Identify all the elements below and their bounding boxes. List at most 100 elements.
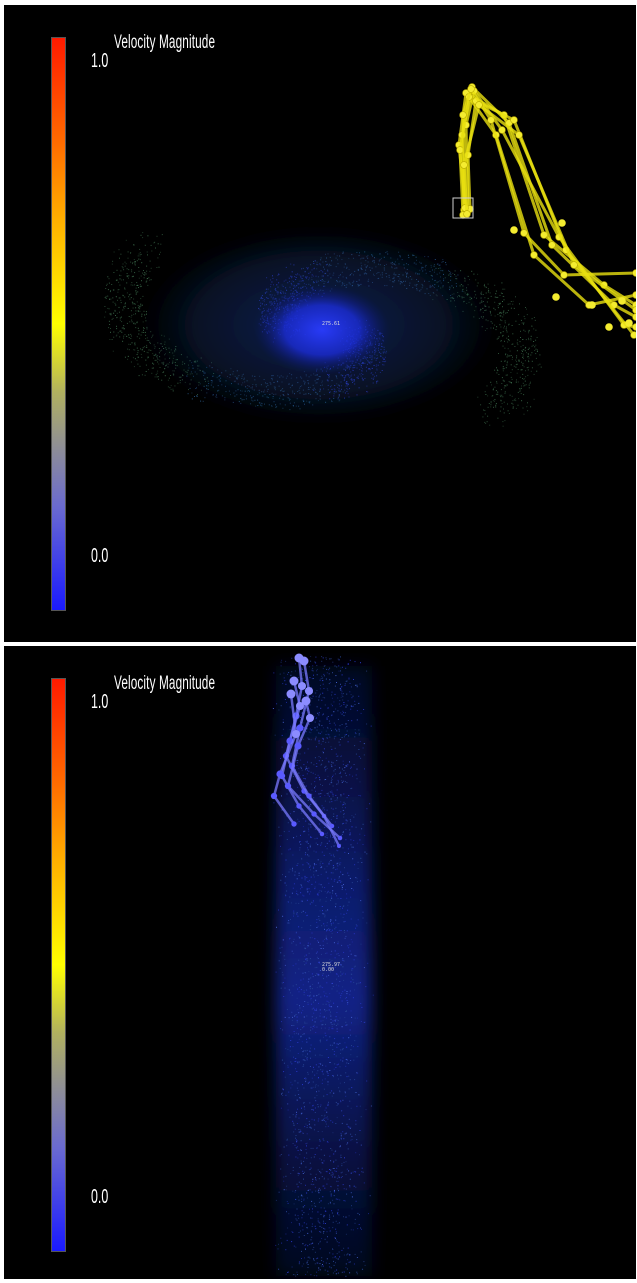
column-particle-scene[interactable] xyxy=(4,646,636,1279)
particle xyxy=(325,897,327,898)
particle xyxy=(302,722,304,724)
particle xyxy=(306,958,308,960)
probe-selection-box[interactable] xyxy=(452,197,474,219)
particle xyxy=(303,782,305,784)
particle xyxy=(487,395,489,397)
particle xyxy=(109,339,111,340)
particle xyxy=(132,302,134,304)
particle xyxy=(524,350,526,352)
particle xyxy=(320,845,322,846)
particle xyxy=(335,1198,337,1200)
particle xyxy=(308,738,310,740)
particle xyxy=(533,317,535,318)
particle xyxy=(307,748,309,750)
particle xyxy=(287,1271,289,1273)
particle xyxy=(134,303,136,305)
particle xyxy=(309,988,311,990)
particle xyxy=(308,1169,310,1171)
particle xyxy=(308,828,310,830)
particle xyxy=(327,832,328,834)
particle xyxy=(135,307,137,309)
particle xyxy=(319,1039,321,1041)
particle xyxy=(337,923,339,925)
particle xyxy=(343,1216,344,1218)
particle xyxy=(310,836,311,838)
particle xyxy=(358,749,360,750)
particle xyxy=(522,378,524,380)
particle xyxy=(338,772,340,774)
render-viewport-bottom[interactable]: Velocity Magnitude 1.0 0.0 275.97 0.00 xyxy=(4,646,636,1279)
galaxy-particle-scene[interactable] xyxy=(4,5,636,642)
particle xyxy=(301,885,302,887)
particle xyxy=(137,310,139,312)
particle xyxy=(336,1167,338,1169)
particle xyxy=(352,968,354,970)
particle xyxy=(358,795,360,796)
particle xyxy=(355,1152,357,1154)
particle xyxy=(295,1116,297,1118)
particle xyxy=(335,1262,336,1264)
particle xyxy=(322,1069,324,1071)
particle xyxy=(341,674,343,676)
trajectory-bundle-yellow[interactable] xyxy=(455,83,636,339)
particle xyxy=(340,683,341,685)
particle xyxy=(313,1129,315,1131)
particle xyxy=(303,830,305,832)
particle xyxy=(344,803,346,805)
particle xyxy=(285,882,286,884)
particle xyxy=(116,334,118,336)
particle xyxy=(314,1205,316,1207)
particle xyxy=(526,314,528,316)
particle xyxy=(330,1169,332,1171)
particle xyxy=(347,1247,349,1249)
particle xyxy=(328,761,330,763)
particle xyxy=(366,922,368,924)
particle xyxy=(345,1174,347,1176)
particle xyxy=(355,774,357,776)
particle xyxy=(328,720,330,722)
particle xyxy=(305,1123,307,1125)
particle xyxy=(333,942,335,944)
particle xyxy=(318,823,320,825)
particle xyxy=(348,901,350,903)
particle xyxy=(280,879,282,881)
particle xyxy=(142,237,144,239)
particle xyxy=(304,1021,306,1023)
particle xyxy=(300,759,302,761)
particle xyxy=(150,267,152,269)
particle xyxy=(528,384,530,386)
particle xyxy=(340,689,341,691)
particle xyxy=(319,720,321,722)
particle xyxy=(348,677,350,679)
particle xyxy=(293,1123,295,1125)
particle xyxy=(507,338,509,340)
particle xyxy=(318,1145,320,1147)
particle xyxy=(325,730,327,732)
particle xyxy=(345,706,347,708)
particle xyxy=(347,1003,349,1005)
particle xyxy=(319,920,321,921)
particle xyxy=(318,793,320,795)
particle xyxy=(314,1009,316,1011)
particle xyxy=(299,849,301,851)
particle xyxy=(310,994,312,996)
render-viewport-top[interactable]: Velocity Magnitude 1.0 0.0 275.61 xyxy=(4,5,636,642)
particle xyxy=(306,1022,308,1024)
particle xyxy=(314,1177,316,1179)
particle xyxy=(305,1050,307,1052)
particle xyxy=(191,398,193,400)
particle xyxy=(118,306,120,308)
particle xyxy=(336,1018,338,1020)
particle xyxy=(296,878,298,880)
particle xyxy=(340,1135,342,1137)
particle xyxy=(349,761,350,763)
particle xyxy=(314,777,316,779)
particle xyxy=(315,881,317,883)
particle xyxy=(295,1060,297,1062)
particle xyxy=(332,785,334,787)
particle xyxy=(525,307,526,308)
particle xyxy=(278,909,279,911)
particle xyxy=(321,1238,323,1239)
particle xyxy=(336,730,338,732)
particle xyxy=(300,1163,302,1165)
